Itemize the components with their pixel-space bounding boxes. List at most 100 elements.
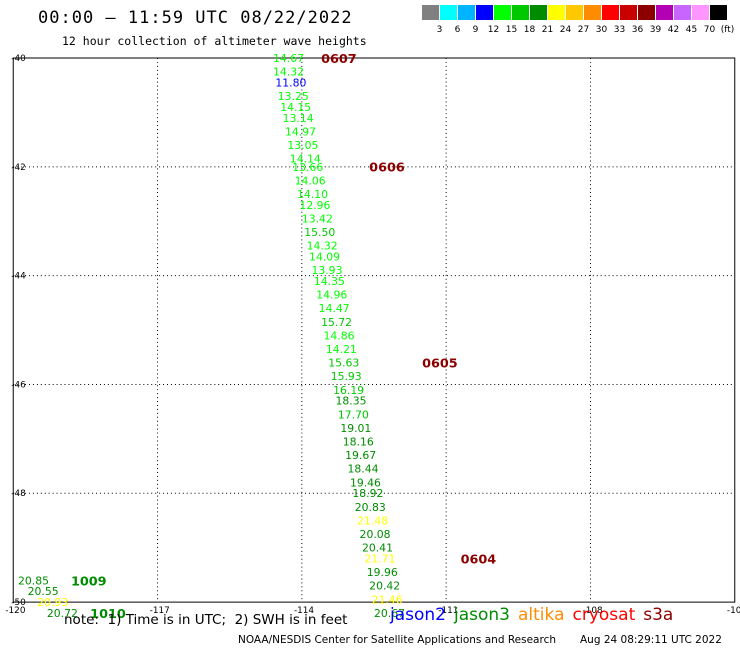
- pass-time-label: 0604: [461, 553, 497, 568]
- scale-label: 30: [595, 25, 608, 35]
- latitude-tick-label: -50: [11, 598, 26, 608]
- wave-height-value: 14.86: [323, 329, 354, 342]
- credit-line: NOAA/NESDIS Center for Satellite Applica…: [238, 634, 556, 646]
- wave-height-value: 14.35: [314, 275, 345, 288]
- wave-height-map: -40 -42 -44 -46 -48 -50-120 -117 -114 -111 -108 -1…: [5, 52, 740, 622]
- satellite-legend-item: altika: [518, 605, 565, 625]
- scale-label: 42: [667, 25, 680, 35]
- longitude-tick-label: -105: [727, 606, 740, 616]
- scale-label: 21: [541, 25, 554, 35]
- scale-swatch: [512, 5, 529, 20]
- wave-height-value: 21.48: [357, 514, 388, 527]
- pass-time-label: 1009: [71, 574, 107, 589]
- wave-height-value: 20.83: [355, 501, 386, 514]
- wave-height-value: 13.25: [278, 90, 309, 103]
- latitude-tick-label: -44: [11, 272, 26, 282]
- scale-label: 39: [649, 25, 662, 35]
- wave-height-value: 20.08: [360, 528, 391, 541]
- scale-label: 12: [487, 25, 500, 35]
- wave-height-value: 11.80: [275, 76, 306, 89]
- scale-swatch: [638, 5, 655, 20]
- scale-swatch: [692, 5, 709, 20]
- scale-swatch: [530, 5, 547, 20]
- scale-swatch: [476, 5, 493, 20]
- scale-label: 70: [703, 25, 716, 35]
- scale-swatch: [710, 5, 727, 20]
- wave-height-value: 20.42: [369, 580, 400, 593]
- scale-label: 24: [559, 25, 572, 35]
- wave-height-value: 21.71: [364, 553, 395, 566]
- wave-height-value: 20.85: [18, 574, 49, 587]
- wave-height-value: 13.14: [283, 112, 314, 125]
- scale-swatch: [548, 5, 565, 20]
- page-subtitle: 12 hour collection of altimeter wave hei…: [62, 34, 367, 48]
- wave-height-value: 20.41: [362, 542, 393, 555]
- scale-label: 18: [523, 25, 536, 35]
- pass-time-label: 0606: [369, 161, 405, 176]
- wave-height-value: 19.96: [367, 566, 398, 579]
- wave-height-value: 14.32: [307, 240, 338, 253]
- scale-swatch: [656, 5, 673, 20]
- wave-height-value: 14.15: [280, 101, 311, 114]
- satellite-legend-item: s3a: [643, 605, 674, 625]
- latitude-tick-label: -48: [11, 489, 26, 499]
- wave-height-value: 13.05: [287, 139, 318, 152]
- pass-time-label: 0605: [422, 357, 458, 372]
- wave-height-value: 18.92: [352, 487, 383, 500]
- generated-timestamp: Aug 24 08:29:11 UTC 2022: [580, 634, 722, 646]
- wave-height-value: 13.93: [311, 264, 342, 277]
- scale-label: 36: [631, 25, 644, 35]
- longitude-tick-label: -111: [438, 606, 458, 616]
- units-note: note: 1) Time is in UTC; 2) SWH is in fe…: [64, 612, 348, 628]
- wave-height-value: 18.35: [336, 395, 367, 408]
- satellite-legend-item: jason2: [390, 605, 446, 625]
- pass-time-label: 1010: [90, 607, 126, 622]
- scale-label: 9: [472, 25, 479, 35]
- wave-height-value: 15.72: [321, 316, 352, 329]
- wave-height-value: 14.96: [316, 289, 347, 302]
- wave-height-value: 20.55: [28, 585, 59, 598]
- scale-label: 33: [613, 25, 626, 35]
- satellite-legend-item: jason3: [454, 605, 510, 625]
- longitude-tick-label: -117: [150, 606, 170, 616]
- wave-height-value: 14.14: [290, 153, 321, 166]
- scale-label: 3: [436, 25, 443, 35]
- scale-swatch: [674, 5, 691, 20]
- wave-height-value: 20.72: [47, 607, 78, 620]
- page-title: 00:00 – 11:59 UTC 08/22/2022: [38, 8, 353, 28]
- wave-height-value: 19.01: [340, 422, 371, 435]
- wave-height-value: 12.96: [299, 199, 330, 212]
- scale-swatch: [566, 5, 583, 20]
- scale-swatch: [494, 5, 511, 20]
- wave-height-value: 21.46: [372, 593, 403, 606]
- wave-height-value: 14.10: [297, 188, 328, 201]
- longitude-tick-label: -108: [583, 606, 603, 616]
- wave-height-value: 16.19: [333, 384, 364, 397]
- scale-label: 45: [685, 25, 698, 35]
- scale-swatch: [440, 5, 457, 20]
- map-frame: [12, 57, 736, 603]
- satellite-legend-item: cryosat: [572, 605, 636, 625]
- wave-height-value: 20.67: [374, 607, 405, 620]
- pass-time-label: 0607: [321, 52, 357, 67]
- wave-height-value: 17.70: [338, 408, 369, 421]
- wave-height-value: 13.66: [292, 161, 323, 174]
- wave-height-value: 19.46: [350, 476, 381, 489]
- wave-height-value: 15.63: [328, 357, 359, 370]
- wave-height-value: 19.67: [345, 449, 376, 462]
- wave-height-value: 14.97: [285, 125, 316, 138]
- satellite-legend: jason2 jason3 altika cryosat s3a: [390, 605, 681, 625]
- scale-swatch: [584, 5, 601, 20]
- wave-height-value: 14.32: [273, 66, 304, 79]
- wave-height-value: 18.44: [348, 463, 379, 476]
- wave-height-value: 14.67: [273, 52, 304, 65]
- scale-swatch: [422, 5, 439, 20]
- scale-swatch: [620, 5, 637, 20]
- wave-height-value: 14.21: [326, 343, 357, 356]
- wave-height-value: 18.16: [343, 436, 374, 449]
- wave-height-value: 14.09: [309, 251, 340, 264]
- wave-height-value: 14.06: [295, 174, 326, 187]
- scale-label: 27: [577, 25, 590, 35]
- wave-height-value: 15.50: [304, 226, 335, 239]
- wave-height-value: 14.47: [319, 302, 350, 315]
